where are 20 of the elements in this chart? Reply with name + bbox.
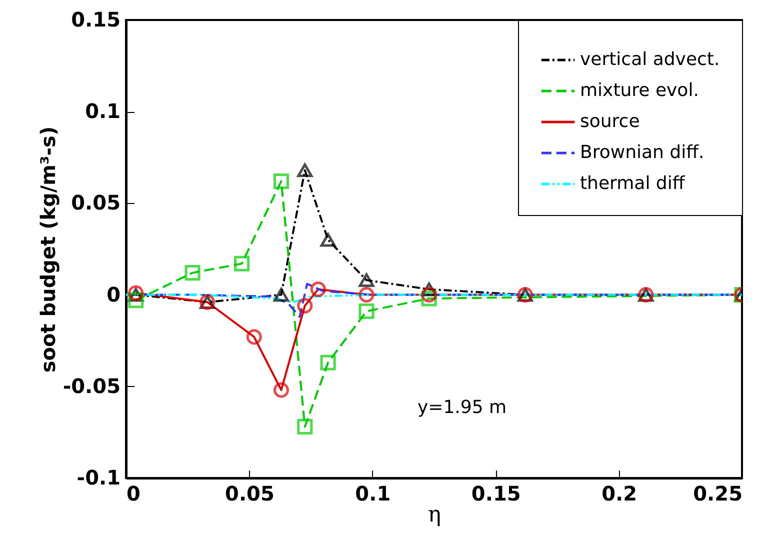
y-tick-label: 0.05 <box>71 190 120 215</box>
y-axis-title: soot budget (kg/m³-s) <box>36 126 60 373</box>
legend-label: Brownian diff. <box>580 142 704 163</box>
x-tick-label: 0.2 <box>602 482 638 506</box>
x-tick-label: 0.05 <box>225 482 274 506</box>
y-tick-label: 0.15 <box>71 8 120 32</box>
y-tick-label: 0.1 <box>85 99 120 124</box>
x-tick-label: 0.1 <box>355 482 391 506</box>
x-tick-label: 0.15 <box>471 482 521 506</box>
x-tick-label: 0 <box>126 482 140 506</box>
y-tick-label: -0.05 <box>62 374 120 398</box>
y-tick-label: 0 <box>106 282 120 306</box>
x-axis-title: η <box>428 502 442 528</box>
x-tick-label: 0.25 <box>693 482 742 506</box>
y-tick-label: -0.1 <box>76 466 120 490</box>
legend-label: mixture evol. <box>580 80 699 101</box>
legend-label: vertical advect. <box>580 49 720 70</box>
legend-label: source <box>580 111 640 132</box>
annotation: y=1.95 m <box>417 397 507 418</box>
legend-label: thermal diff <box>580 173 686 194</box>
